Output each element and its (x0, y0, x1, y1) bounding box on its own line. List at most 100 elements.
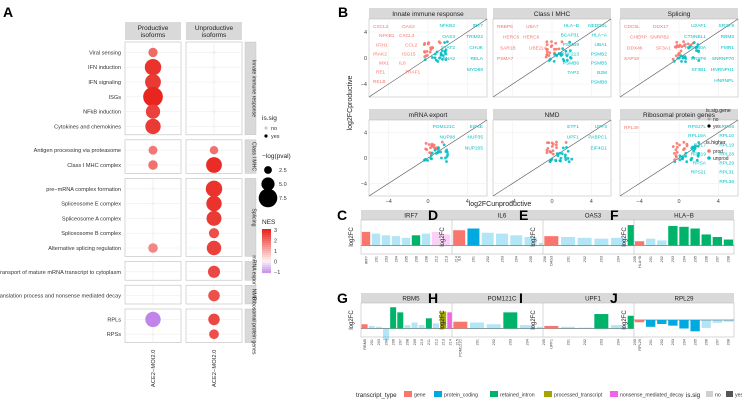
gene-label: IRAK2 (373, 51, 387, 57)
facet-strip (452, 293, 552, 303)
scatter-point (433, 52, 437, 56)
row-strip-label: mRNA export (250, 255, 256, 286)
scatter-point (674, 154, 678, 158)
gene-label: KPNA2 (439, 56, 455, 62)
scatter-point (442, 143, 446, 147)
scatter-point (440, 156, 443, 160)
scatter-point (671, 57, 675, 61)
category-label: 202 (492, 339, 496, 345)
axis-title-y: log2FC (349, 227, 355, 247)
scatter-point (554, 41, 558, 45)
term-label: Antigen processing via proteasome (34, 148, 121, 154)
scatter-point (674, 54, 678, 58)
bar (368, 325, 375, 329)
scatter-point (684, 56, 688, 60)
category-label: 202 (660, 256, 664, 262)
category-label: 203 (600, 339, 604, 345)
row-strip (244, 178, 257, 257)
bottom-legend: transcript_type gene protein_coding retaine… (356, 391, 742, 399)
legend-tick: 2 (274, 238, 277, 244)
term-label: RPLs (107, 317, 121, 323)
scatter-point (552, 60, 556, 63)
legend-key (490, 391, 498, 397)
dot (148, 160, 158, 170)
bar (431, 231, 441, 246)
scatter-point (674, 148, 678, 152)
gene-title: RPL29 (675, 296, 694, 303)
gene-label: RBBP6 (497, 24, 513, 30)
gene-label: HERC6 (523, 35, 540, 41)
nes-gradient-step (262, 245, 271, 248)
nes-gradient-step (262, 229, 271, 232)
tick-label: −4 (637, 199, 643, 205)
scatter-point (681, 56, 685, 60)
column-header-text: isoforms (202, 32, 227, 39)
legend-item: 5.0 (279, 182, 287, 188)
axis-title-y: log2FC (531, 310, 537, 330)
scatter-point (445, 160, 448, 163)
bar (611, 325, 625, 329)
panel-letter: I (519, 290, 523, 306)
scatter-point (692, 149, 696, 153)
tick-label: 4 (466, 199, 469, 205)
scatter-point (424, 54, 428, 58)
dot (143, 86, 163, 107)
gene-title: HLA−B (674, 213, 694, 220)
scatter-point (423, 58, 427, 61)
bar (421, 233, 431, 246)
scatter-point (673, 151, 676, 155)
scatter-point (564, 49, 568, 53)
bar (433, 323, 439, 329)
scatter-point (561, 146, 565, 150)
category-label: 204 (515, 256, 519, 262)
nes-gradient-step (262, 257, 271, 260)
x-axis-label: ACE2−MOI2.0 (151, 350, 157, 388)
panel-letter: H (428, 290, 438, 306)
facet-strip (543, 293, 643, 303)
category-label: 206 (391, 339, 395, 345)
dot (208, 228, 220, 239)
scatter-point (550, 44, 554, 48)
category-label: 214 (449, 339, 453, 345)
category-label: 206 (705, 256, 709, 262)
bar (503, 312, 518, 329)
axis-title-y: log2FC (440, 310, 446, 330)
bar (453, 230, 466, 246)
gene-label: RELA (470, 56, 483, 62)
dot (145, 104, 161, 119)
scatter-point (560, 40, 564, 44)
scatter-point (439, 150, 443, 154)
scatter-point (550, 141, 554, 145)
nes-gradient-step (262, 267, 271, 270)
scatter-point (697, 141, 701, 144)
panel-letter: C (337, 207, 347, 223)
category-label: 205 (529, 256, 533, 262)
dot (151, 270, 155, 274)
scatter-point (570, 157, 574, 161)
gene-label: UPF1 (567, 135, 580, 141)
term-label: Spliceosome A complex (62, 216, 121, 222)
bar (712, 320, 722, 323)
bar (467, 228, 480, 246)
category-label: 212 (434, 256, 438, 262)
gene-label: RPL36 (719, 179, 734, 185)
bar (668, 225, 678, 246)
scatter-point (549, 150, 553, 154)
scatter-point (569, 56, 573, 60)
term-label: pre−mRNA complex formation (46, 187, 121, 193)
gene-label: NUP35 (468, 135, 484, 141)
gene-label: HNRNPH1 (711, 67, 735, 73)
gene-label: U2AF1 (691, 23, 706, 29)
gene-label: NUP98 (440, 135, 456, 141)
bar (520, 325, 534, 329)
gene-label: PSMB2 (591, 51, 608, 57)
scatter-point (545, 53, 549, 56)
facet-strip (620, 8, 738, 19)
bar (411, 235, 421, 246)
scatter-point (556, 154, 560, 158)
scatter-point (544, 55, 548, 59)
scatter-point (545, 50, 549, 54)
dot (207, 265, 221, 278)
scatter-point (563, 155, 567, 159)
